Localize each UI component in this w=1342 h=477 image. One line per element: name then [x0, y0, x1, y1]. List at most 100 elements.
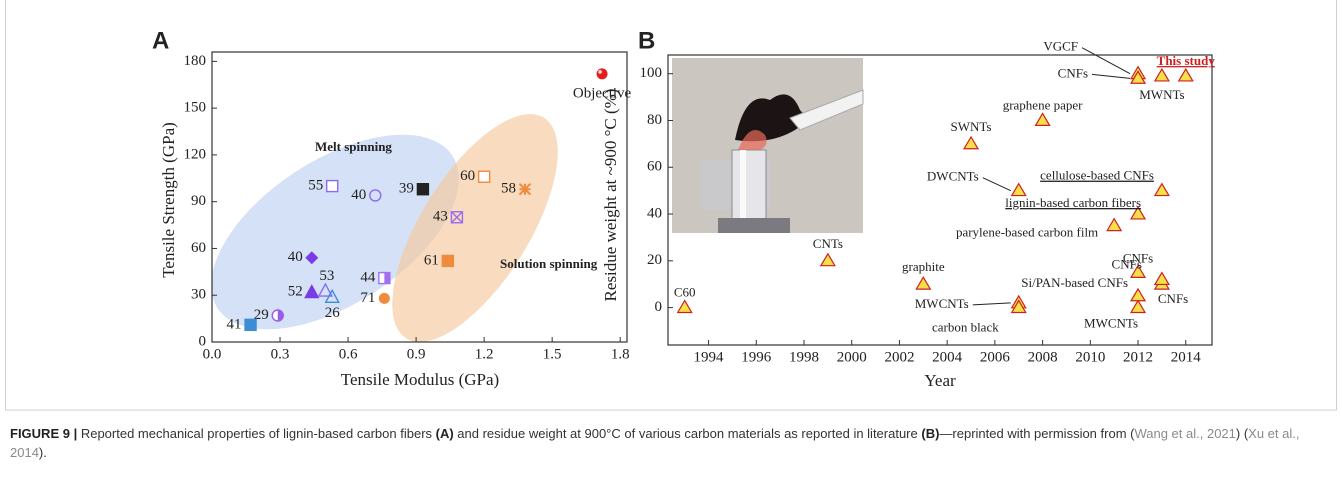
- point-label: CNFs: [1112, 257, 1142, 272]
- point: [1129, 264, 1147, 278]
- x-tick-label: 2000: [837, 349, 867, 365]
- plot-frame: [211, 51, 628, 343]
- point-label: C60: [674, 285, 696, 300]
- point-label: DWCNTs: [927, 169, 979, 184]
- caption-plain: Reported mechanical properties of lignin…: [80, 426, 436, 441]
- point-label: CNTs: [813, 236, 843, 251]
- point-label: graphene paper: [1003, 97, 1083, 112]
- point-label: MWCNTs: [1084, 316, 1138, 331]
- point: [450, 211, 464, 224]
- point: [317, 282, 334, 297]
- marker-part: [277, 309, 284, 321]
- y-tick-label: 0: [655, 299, 663, 315]
- point: [324, 288, 340, 303]
- label-arrow: [982, 177, 1011, 192]
- point: [915, 276, 932, 290]
- caption-bold: FIGURE 9 |: [10, 426, 81, 441]
- point-label: 71: [360, 290, 375, 306]
- x-tick-label: 2006: [980, 349, 1011, 365]
- marker-part: [518, 182, 532, 196]
- x-tick-label: 2004: [932, 349, 963, 365]
- y-tick-label: 60: [647, 159, 662, 175]
- point: [1129, 205, 1147, 220]
- marker-part: [416, 183, 430, 196]
- point-label: 40: [288, 249, 303, 265]
- point: [1129, 299, 1147, 314]
- point: [1153, 67, 1170, 82]
- marker-part: [378, 292, 390, 304]
- marker-part: [304, 284, 320, 299]
- caption-plain: ) (: [1235, 426, 1249, 441]
- point-label: 52: [288, 284, 303, 300]
- label-arrow: [1081, 47, 1131, 75]
- x-tick-label: 1.2: [475, 346, 494, 362]
- melt-region: [211, 134, 459, 330]
- caption-plain: —reprinted with permission from (: [939, 426, 1135, 441]
- x-tick-label: 0.9: [407, 346, 426, 362]
- point: [244, 318, 257, 332]
- x-axis-title: Year: [924, 371, 956, 390]
- x-tick-label: 0.0: [203, 346, 222, 362]
- point-label: SWNTs: [951, 119, 992, 134]
- point: [1010, 182, 1027, 197]
- marker-part: [244, 318, 257, 332]
- plot-frame: [667, 54, 1213, 346]
- x-tick-label: 2008: [1028, 349, 1058, 365]
- marker-part: [450, 211, 464, 224]
- point-label: 41: [227, 316, 242, 332]
- point: [1034, 112, 1051, 126]
- point: [378, 271, 391, 285]
- marker-part: [369, 189, 382, 202]
- y-tick-label: 100: [640, 65, 663, 81]
- point-label: graphite: [902, 259, 945, 274]
- caption: FIGURE 9 | Reported mechanical propertie…: [10, 424, 1330, 462]
- marker-part: [317, 282, 334, 297]
- y-tick-label: 120: [184, 146, 207, 162]
- point: [596, 68, 608, 80]
- y-tick-label: 150: [184, 100, 207, 116]
- point-label: lignin-based carbon fibers: [1005, 195, 1141, 210]
- point-label: CNFs: [1158, 291, 1188, 306]
- marker-part: [325, 179, 339, 193]
- label-arrow: [972, 302, 1011, 306]
- point-label: CNFs: [1058, 65, 1088, 80]
- marker-part: [305, 251, 319, 265]
- point-label: 61: [424, 252, 439, 268]
- point: [1010, 299, 1027, 314]
- point: [304, 284, 320, 299]
- point: [378, 292, 390, 304]
- point: [962, 135, 980, 150]
- label-arrow: [1091, 73, 1131, 79]
- marker-part: [477, 170, 491, 183]
- marker-part: [598, 70, 602, 74]
- point: [325, 179, 339, 193]
- marker-part: [450, 211, 463, 224]
- point: [819, 252, 836, 267]
- y-tick-label: 60: [191, 240, 206, 256]
- point: [1153, 271, 1170, 286]
- caption-link[interactable]: Wang et al., 2021: [1134, 426, 1236, 441]
- point-label: Si/PAN-based CNFs: [1021, 275, 1128, 290]
- y-axis-title: Residue weight at ~900 °C (%): [601, 89, 620, 302]
- point-label: 43: [433, 209, 448, 225]
- y-axis-title: Tensile Strength (GPa): [159, 122, 178, 278]
- point: [416, 183, 430, 196]
- point-label: VGCF: [1043, 39, 1078, 54]
- x-axis-title: Tensile Modulus (GPa): [341, 370, 499, 389]
- y-tick-label: 80: [647, 112, 662, 128]
- point-label: 60: [460, 168, 475, 184]
- point: [1129, 70, 1147, 84]
- point-label: 44: [360, 270, 376, 286]
- x-tick-label: 0.3: [271, 346, 290, 362]
- point-label: 29: [254, 307, 269, 323]
- point: [518, 182, 532, 196]
- y-tick-label: 20: [647, 252, 662, 268]
- caption-link[interactable]: Xu et al., 2014: [10, 426, 1300, 460]
- solution-region: [392, 114, 558, 342]
- point: [441, 254, 455, 268]
- point: [271, 309, 284, 322]
- y-tick-label: 30: [191, 287, 206, 303]
- x-tick-label: 2002: [884, 349, 914, 365]
- x-tick-label: 1996: [741, 349, 772, 365]
